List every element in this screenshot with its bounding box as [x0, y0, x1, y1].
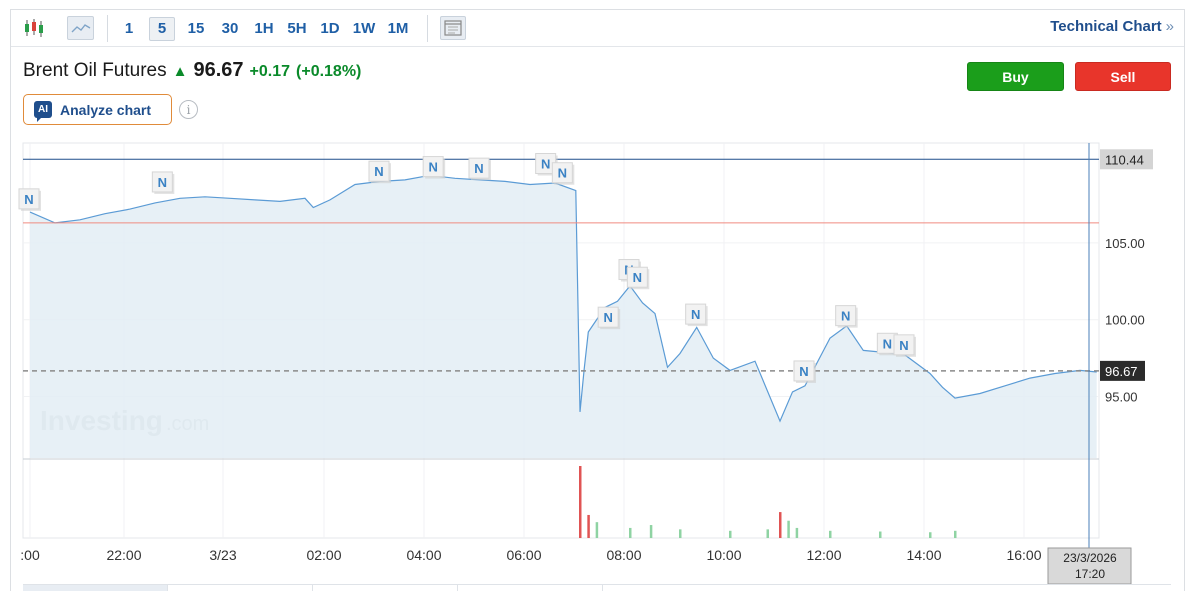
x-tick-label: 22:00 — [106, 547, 141, 563]
volume-bar — [879, 531, 882, 538]
x-tick-label: 16:00 — [1006, 547, 1041, 563]
area-chart-icon[interactable] — [67, 16, 94, 40]
y-tick-label: 100.00 — [1105, 313, 1145, 328]
volume-bar — [595, 522, 599, 538]
news-marker-label: N — [883, 336, 892, 351]
interval-15[interactable]: 15 — [187, 20, 205, 37]
volume-bar — [579, 466, 582, 538]
interval-1m[interactable]: 1M — [387, 20, 409, 37]
x-tick-label: 3/23 — [209, 547, 236, 563]
news-marker[interactable] — [551, 162, 573, 184]
x-tick-label: 14:00 — [906, 547, 941, 563]
x-tick-label: 06:00 — [506, 547, 541, 563]
strip-segment — [458, 585, 603, 591]
volume-bar — [829, 530, 832, 538]
news-marker-label: N — [841, 309, 850, 324]
double-chevron-right-icon: » — [1165, 18, 1174, 35]
interval-1[interactable]: 1 — [124, 20, 134, 37]
crosshair-date: 23/3/2026 — [1063, 551, 1117, 565]
news-marker[interactable] — [18, 188, 40, 210]
x-tick-label: :00 — [20, 547, 40, 563]
x-tick-label: 02:00 — [306, 547, 341, 563]
strip-segment — [23, 585, 168, 591]
price-change-percent: (+0.18%) — [296, 63, 362, 80]
news-marker[interactable] — [468, 157, 490, 179]
volume-bar — [729, 530, 732, 538]
news-marker-label: N — [603, 310, 612, 325]
volume-bar — [787, 520, 790, 538]
news-marker-label: N — [541, 157, 550, 172]
candlestick-icon[interactable] — [21, 16, 47, 40]
news-marker-label: N — [428, 160, 437, 175]
news-marker-label: N — [899, 338, 908, 353]
news-marker-label: N — [558, 166, 567, 181]
crosshair-time: 17:20 — [1075, 567, 1105, 581]
news-marker[interactable] — [368, 160, 390, 182]
strip-segment — [168, 585, 313, 591]
news-marker[interactable] — [422, 156, 444, 178]
last-price: 96.67 — [193, 59, 244, 81]
high-price-tag — [1100, 149, 1153, 170]
interval-1h[interactable]: 1H — [254, 20, 274, 37]
toolbar-divider — [107, 15, 108, 42]
buy-button[interactable]: Buy — [967, 62, 1064, 91]
analyze-chart-label: Analyze chart — [60, 101, 152, 118]
current-price-label: 96.67 — [1105, 364, 1138, 379]
strip-segment — [313, 585, 458, 591]
instrument-name: Brent Oil Futures — [23, 60, 167, 81]
news-marker[interactable] — [626, 266, 648, 288]
x-tick-label: 08:00 — [606, 547, 641, 563]
news-marker-label: N — [24, 192, 33, 207]
price-change: +0.17 — [249, 63, 291, 80]
news-marker-label: N — [474, 161, 483, 176]
layout-icon[interactable] — [440, 16, 466, 40]
x-tick-label: 12:00 — [806, 547, 841, 563]
volume-bar — [929, 532, 932, 538]
toolbar-divider — [427, 15, 428, 42]
interval-5[interactable]: 5 — [149, 17, 175, 41]
volume-bar — [779, 512, 782, 538]
x-tick-label: 04:00 — [406, 547, 441, 563]
interval-1w[interactable]: 1W — [352, 20, 376, 37]
volume-bar — [679, 529, 682, 538]
volume-bar — [766, 529, 769, 538]
technical-chart-link[interactable]: Technical Chart» — [1050, 18, 1174, 35]
news-marker-label: N — [158, 175, 167, 190]
volume-bar — [954, 530, 957, 538]
news-marker[interactable] — [793, 360, 815, 382]
news-marker[interactable] — [597, 306, 619, 328]
news-marker[interactable] — [835, 305, 857, 327]
bottom-scroll-strip — [23, 584, 1171, 591]
instrument-header: Brent Oil Futures ▲ 96.67 +0.17 (+0.18%) — [23, 59, 361, 85]
news-marker[interactable] — [893, 334, 915, 356]
y-tick-label: 95.00 — [1105, 390, 1138, 405]
info-icon[interactable]: i — [179, 100, 198, 119]
news-marker-label: N — [691, 307, 700, 322]
volume-bar — [649, 525, 653, 538]
interval-30[interactable]: 30 — [221, 20, 239, 37]
technical-chart-label[interactable]: Technical Chart — [1050, 18, 1162, 35]
arrow-up-icon: ▲ — [172, 63, 188, 80]
y-tick-label: 105.00 — [1105, 236, 1145, 251]
high-price-label: 110.44 — [1105, 152, 1144, 167]
price-area-fill — [30, 175, 1097, 459]
news-marker[interactable] — [685, 303, 707, 325]
interval-1d[interactable]: 1D — [320, 20, 340, 37]
news-marker-label: N — [799, 364, 808, 379]
news-marker-label: N — [374, 164, 383, 179]
volume-bar — [587, 514, 590, 538]
chart-toolbar: 1 5 15 30 1H 5H 1D 1W 1M Technical Chart… — [11, 10, 1184, 47]
news-marker-label: N — [633, 270, 642, 285]
news-marker[interactable] — [151, 171, 173, 193]
current-price-tag — [1100, 360, 1145, 381]
analyze-chart-button[interactable]: AI Analyze chart — [23, 94, 172, 125]
volume-bar — [629, 527, 632, 538]
sell-button[interactable]: Sell — [1075, 62, 1171, 91]
x-tick-label: 10:00 — [706, 547, 741, 563]
interval-5h[interactable]: 5H — [287, 20, 307, 37]
volume-bar — [795, 527, 799, 538]
ai-badge-icon: AI — [34, 101, 52, 122]
